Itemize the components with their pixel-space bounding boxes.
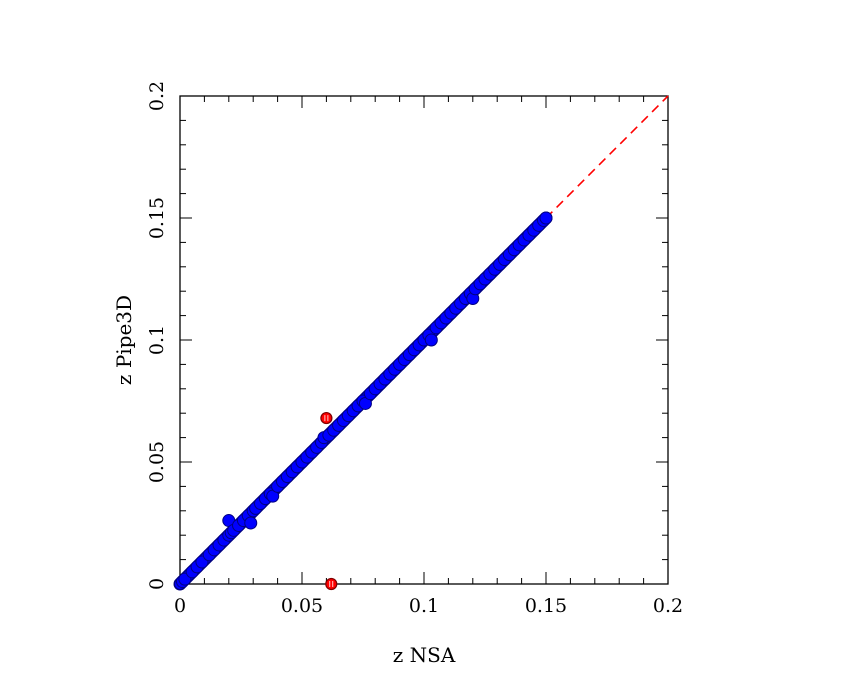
y-tick-label: 0.15	[146, 197, 168, 239]
data-points	[175, 211, 553, 591]
y-axis-label: z Pipe3D	[112, 295, 136, 385]
y-tick-label: 0.2	[146, 81, 168, 111]
axis-ticks	[179, 95, 669, 585]
reference-line	[545, 95, 669, 219]
reference-line-dashed	[545, 95, 669, 219]
x-axis-label: z NSA	[393, 643, 456, 667]
x-tick-label: 0.15	[525, 595, 567, 617]
x-tick-label: 0.2	[653, 595, 683, 617]
outlier-point	[325, 577, 338, 591]
y-tick-label: 0	[146, 578, 168, 590]
x-tick-label: 0.1	[409, 595, 439, 617]
y-tick-labels: 0 0.05 0.1 0.15 0.2	[146, 81, 168, 590]
data-point	[539, 211, 553, 225]
outlier-point	[320, 411, 333, 425]
y-tick-label: 0.05	[146, 441, 168, 483]
x-tick-label: 0	[174, 595, 186, 617]
x-tick-label: 0.05	[281, 595, 323, 617]
data-point	[424, 333, 438, 347]
data-point	[244, 516, 258, 530]
x-tick-labels: 0 0.05 0.1 0.15 0.2	[174, 595, 683, 617]
y-tick-label: 0.1	[146, 325, 168, 355]
